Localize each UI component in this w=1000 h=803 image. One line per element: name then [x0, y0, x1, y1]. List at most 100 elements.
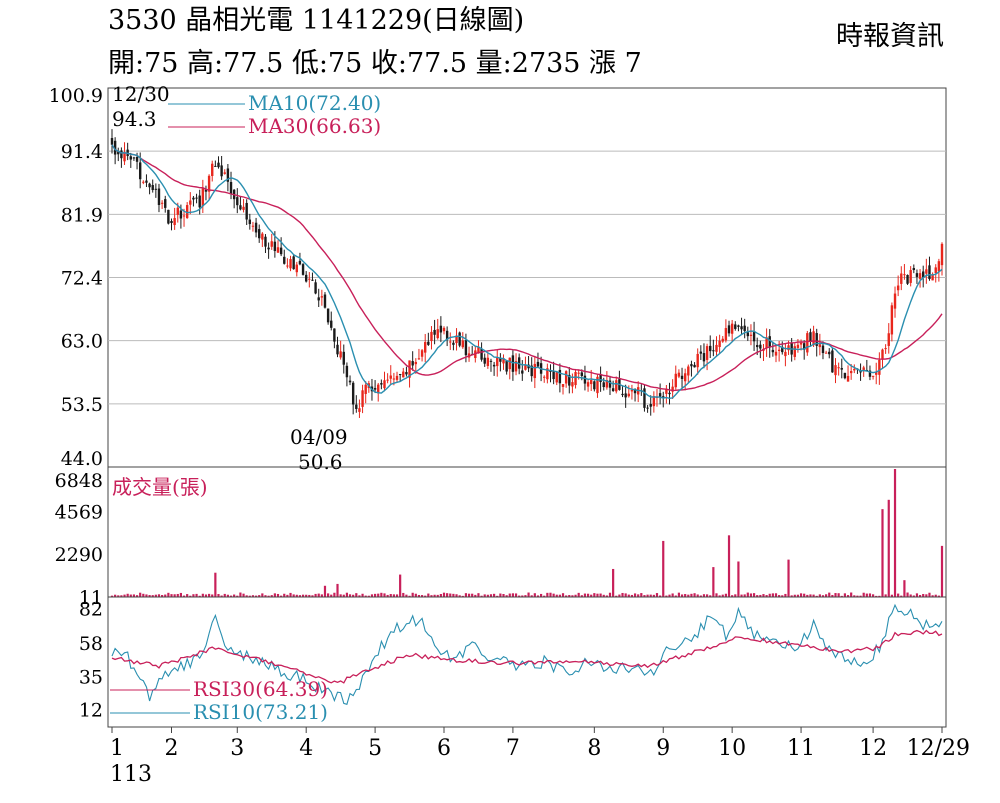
volume-bar [740, 594, 743, 597]
volume-bar [110, 595, 114, 597]
candle-body [342, 351, 345, 365]
candle-body [364, 384, 367, 394]
volume-tick-label: 4569 [55, 502, 103, 524]
volume-bar [806, 594, 809, 597]
candle-body [815, 333, 818, 346]
candle-body [759, 344, 762, 349]
ma30-line [111, 144, 943, 392]
volume-bar [496, 595, 499, 597]
candle-body [687, 366, 690, 376]
candle-body [781, 346, 784, 353]
candle-body [828, 351, 831, 355]
volume-bar [862, 592, 865, 597]
candle-body [586, 382, 590, 387]
volume-bar [724, 593, 727, 597]
volume-bar [389, 594, 392, 597]
volume-bar [643, 595, 646, 597]
volume-bar [164, 594, 167, 597]
candle-body [583, 375, 587, 384]
volume-bar [223, 593, 226, 597]
candle-body [395, 375, 399, 380]
volume-bar [731, 595, 734, 597]
candle-body [336, 344, 339, 355]
volume-bar [186, 594, 189, 597]
rsi-tick-label: 58 [79, 633, 103, 655]
volume-bar [771, 593, 774, 597]
candle-body [502, 358, 505, 364]
candle-body [546, 368, 549, 380]
volume-bar [565, 595, 568, 597]
volume-bar [918, 594, 922, 597]
x-tick-label: 2 [165, 736, 179, 761]
volume-bar [342, 594, 345, 597]
volume-bar [590, 594, 593, 597]
candle-body [705, 346, 709, 360]
volume-bar [380, 592, 383, 597]
volume-bar [458, 595, 461, 597]
candle-body [611, 388, 615, 391]
candle-body [878, 359, 881, 375]
candle-body [608, 380, 612, 388]
volume-bar [170, 594, 173, 597]
candle-body [821, 345, 825, 354]
candle-body [439, 325, 443, 333]
volume-bar [781, 595, 784, 597]
candle-body [373, 388, 377, 390]
candle-body [214, 165, 217, 167]
volume-bar [659, 595, 662, 597]
candle-body [568, 374, 571, 386]
volume-bar [358, 595, 361, 597]
volume-bar [248, 595, 251, 597]
volume-bar [132, 594, 136, 597]
price-tick-label: 81.9 [61, 204, 103, 226]
candle-body [377, 384, 380, 394]
volume-bar [787, 559, 790, 597]
volume-bar [875, 595, 878, 597]
x-tick-label: 4 [299, 736, 313, 761]
candle-body [211, 163, 214, 177]
volume-bar [668, 594, 671, 597]
volume-bar [192, 594, 195, 597]
volume-bar [477, 593, 480, 597]
volume-bar [348, 594, 352, 597]
candle-body [571, 382, 574, 387]
volume-bar [239, 592, 242, 597]
candle-body [665, 389, 668, 394]
volume-bar [561, 593, 565, 597]
candle-body [743, 325, 746, 331]
candle-body [621, 393, 624, 396]
volume-bar [405, 594, 408, 597]
volume-bar [298, 595, 302, 597]
candle-body [452, 342, 455, 345]
volume-bar [674, 595, 677, 597]
volume-bar [799, 593, 803, 597]
volume-tick-label: 2290 [55, 544, 103, 566]
candle-body [671, 386, 674, 392]
candle-body [273, 241, 277, 252]
candle-body [602, 382, 605, 388]
candle-body [756, 344, 759, 348]
candle-body [887, 333, 890, 346]
volume-bar [486, 594, 489, 597]
year-label: 113 [110, 762, 152, 787]
volume-bar [399, 574, 402, 597]
x-tick-label: 5 [368, 736, 382, 761]
volume-bar [571, 595, 574, 597]
candle-body [236, 197, 239, 206]
volume-bar [853, 595, 856, 597]
candle-body [414, 361, 418, 365]
candle-body [777, 349, 781, 351]
candle-body [192, 197, 195, 200]
candle-body [245, 202, 248, 220]
volume-bar [386, 594, 389, 597]
volume-bar [120, 595, 123, 597]
legend-label: RSI10(73.21) [193, 700, 328, 724]
volume-bar [408, 595, 411, 597]
candle-body [521, 370, 524, 374]
candle-body [683, 373, 687, 382]
volume-bar [417, 594, 421, 597]
candle-body [514, 361, 518, 372]
candle-body [145, 180, 148, 183]
rsi-tick-label: 12 [79, 700, 103, 722]
volume-bar [189, 595, 192, 597]
